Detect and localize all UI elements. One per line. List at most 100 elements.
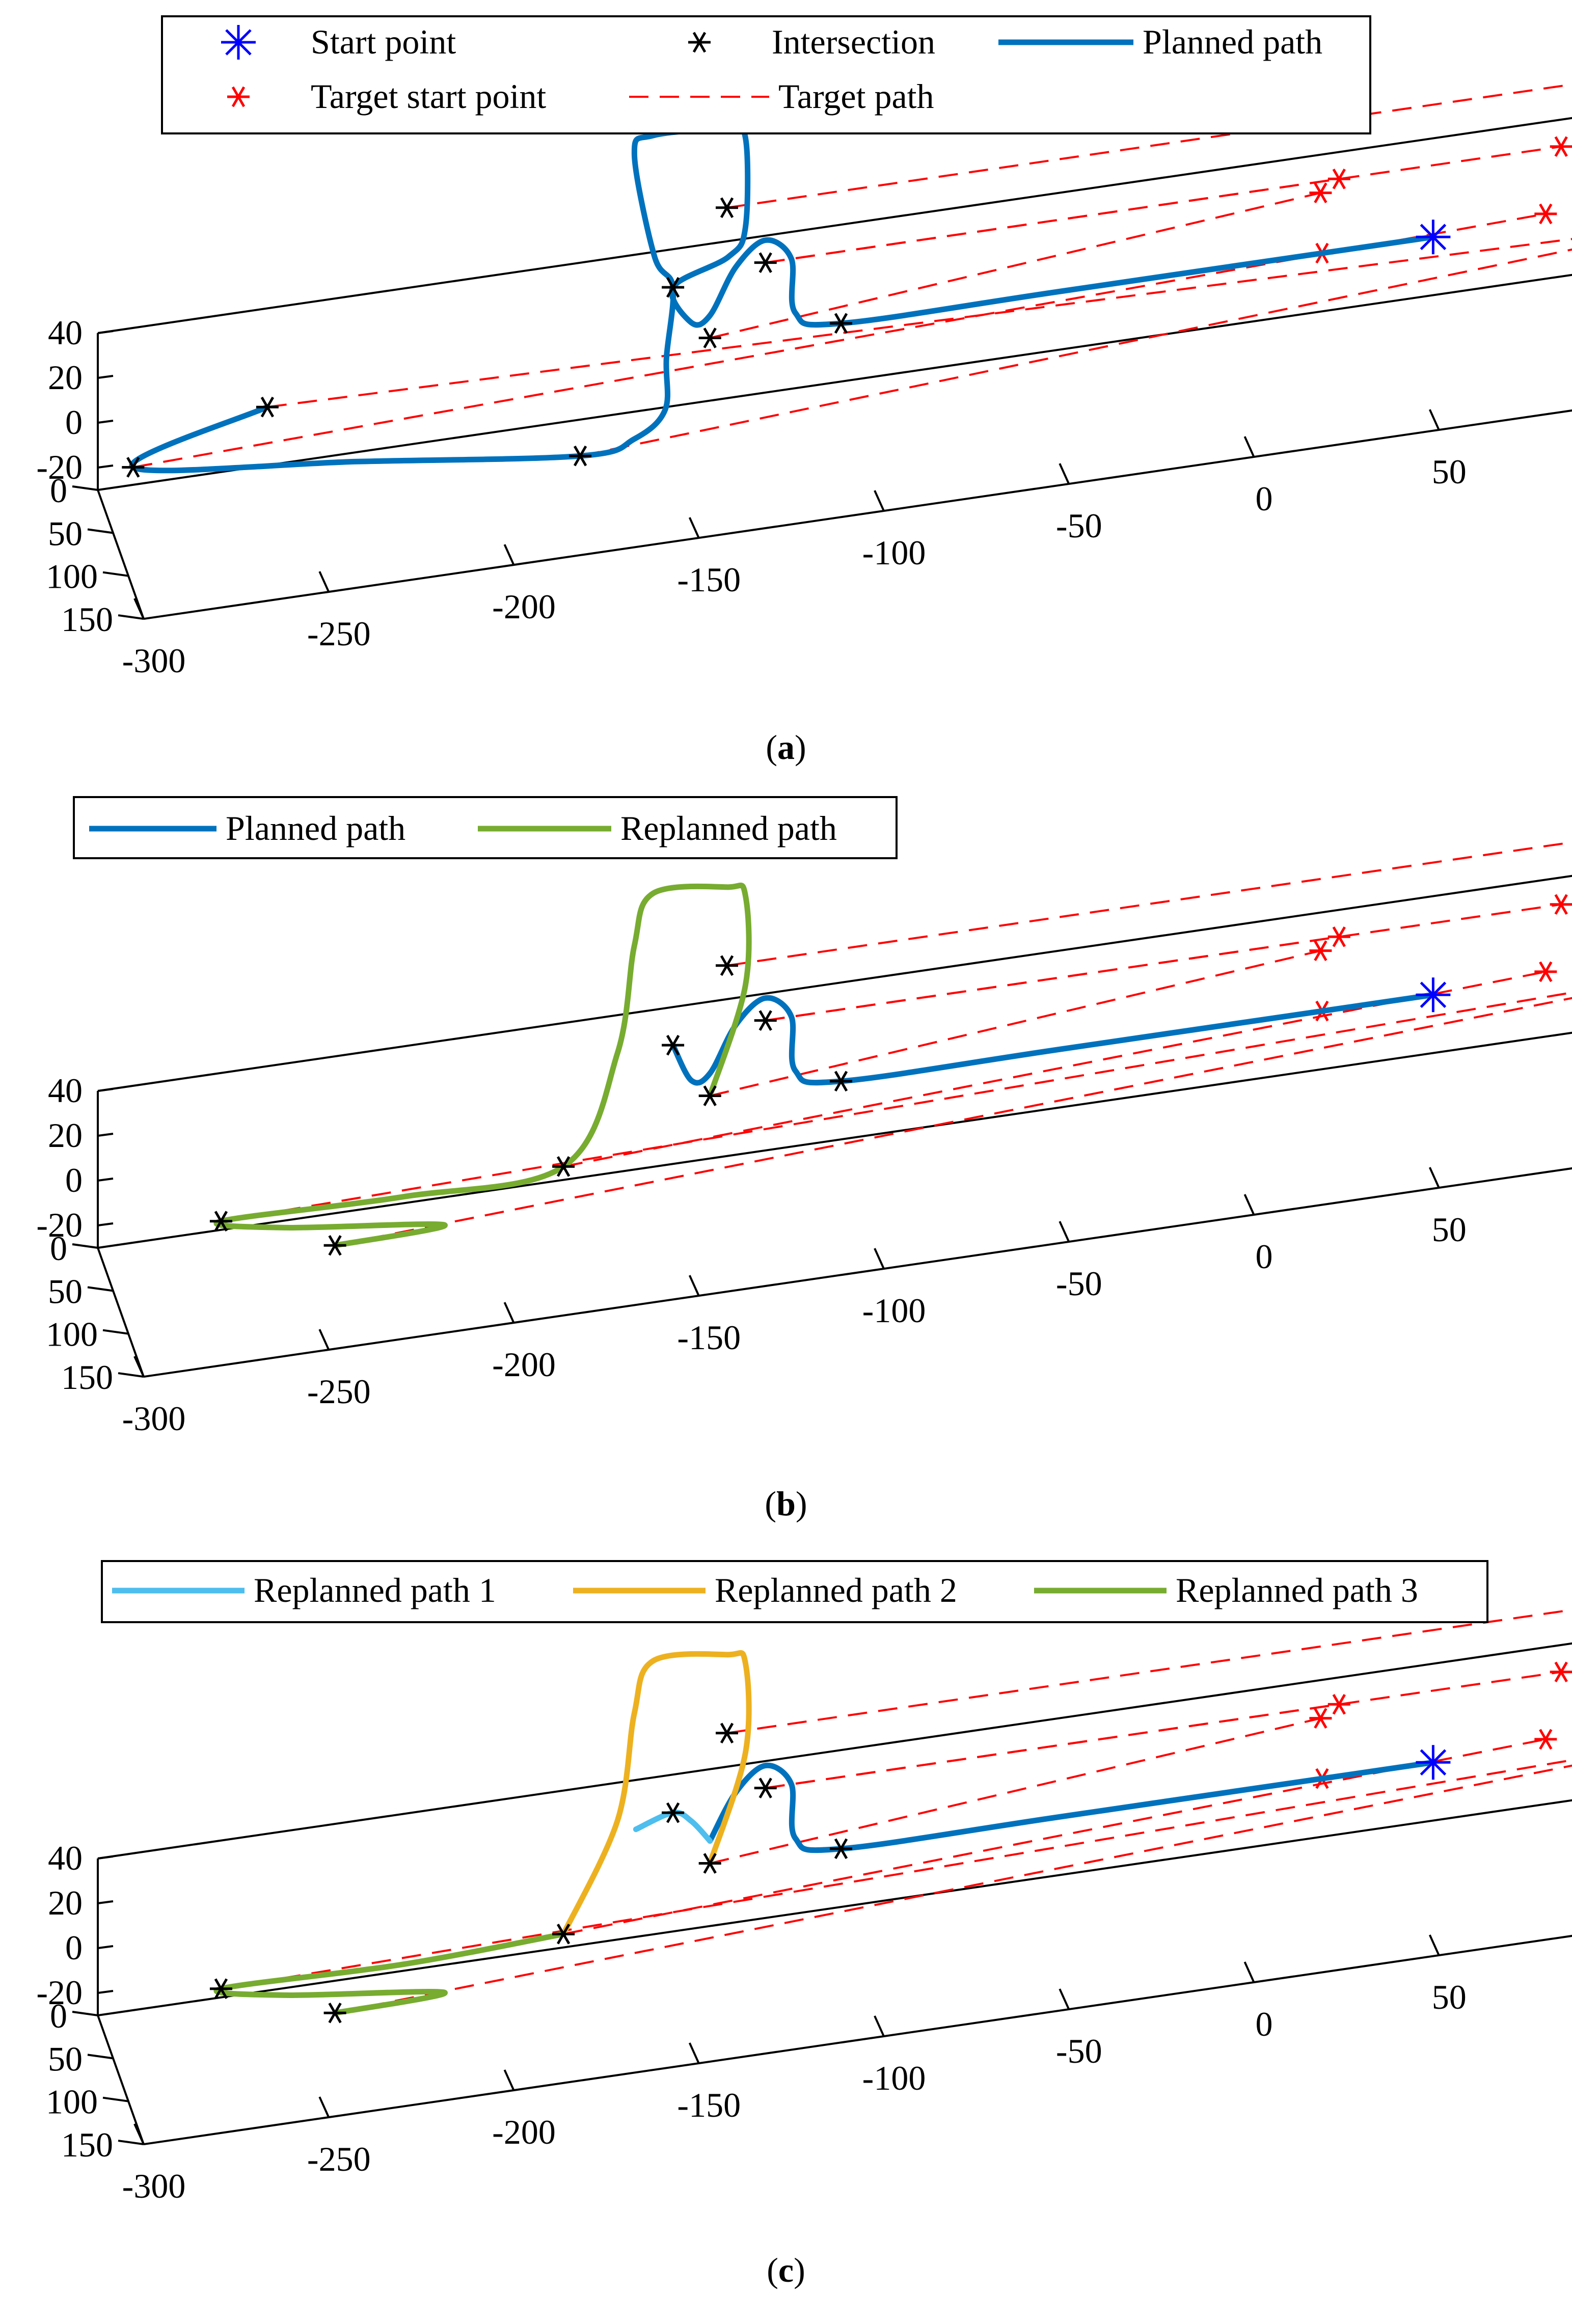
x-tick-label-6: 0 — [1256, 1237, 1273, 1276]
z-tick-label-2: 20 — [48, 358, 83, 397]
x-tick-3 — [688, 517, 700, 538]
y-tick-2 — [102, 2096, 129, 2102]
axis-edge-0 — [97, 274, 1572, 491]
intersection-point-3 — [754, 1778, 777, 1798]
y-tick-2 — [102, 571, 129, 577]
intersection-point-6 — [122, 457, 145, 478]
y-tick-1 — [87, 2054, 114, 2060]
panel-c: -300-250-200-150-100-50050100050100150-2… — [36, 1560, 1572, 2289]
intersection-point-1 — [662, 1034, 685, 1056]
panel-caption: (c) — [767, 2251, 805, 2289]
series — [213, 882, 1436, 1248]
legend-label-1: Intersection — [772, 22, 935, 61]
legend-label-0: Start point — [311, 22, 456, 61]
axis-edge-7 — [97, 489, 145, 619]
x-tick-label-5: -50 — [1056, 506, 1102, 545]
intersection-point-0 — [830, 313, 852, 334]
legend: Planned path Replanned path — [73, 796, 898, 859]
y-tick-3 — [118, 1372, 144, 1378]
intersection-point-6 — [209, 1978, 232, 1999]
series — [213, 1650, 1436, 2016]
z-tick-label-0: -20 — [36, 1206, 83, 1244]
x-tick-label-3: -150 — [677, 2086, 741, 2124]
intersection-point-3 — [754, 1010, 777, 1031]
intersection-point-7 — [256, 396, 279, 418]
legend-label-1: Replanned path — [620, 809, 837, 847]
y-tick-label-0: 0 — [50, 1997, 67, 2035]
target-start-point-2 — [1309, 1708, 1332, 1729]
y-tick-3 — [118, 614, 144, 620]
z-tick-label-1: 0 — [65, 1161, 83, 1199]
z-tick-label-1: 0 — [65, 403, 83, 442]
y-tick-0 — [72, 1243, 98, 1249]
x-tick-5 — [1059, 1221, 1070, 1242]
x-tick-4 — [874, 490, 885, 511]
z-tick-label-2: 20 — [48, 1116, 83, 1155]
target-path-7 — [335, 1764, 1572, 2014]
intersections — [122, 197, 852, 478]
z-tick-2 — [97, 375, 114, 379]
x-tick-4 — [874, 1248, 885, 1269]
x-tick-1 — [318, 1329, 330, 1350]
x-tick-7 — [1428, 409, 1440, 430]
intersection-point-3 — [754, 252, 777, 273]
intersection-point-5 — [552, 1156, 575, 1177]
x-tick-0 — [133, 1356, 145, 1377]
x-tick-1 — [318, 571, 330, 592]
target-path-7 — [267, 238, 1572, 408]
axis-edge-8 — [143, 1167, 1572, 1378]
y-tick-1 — [87, 1286, 114, 1292]
z-tick-label-3: 40 — [48, 1071, 83, 1110]
intersections — [209, 955, 852, 1256]
series-line-1 — [633, 1810, 713, 1844]
target-start-point-5 — [1534, 961, 1557, 982]
series-line-0 — [670, 992, 1436, 1086]
intersection-point-5 — [552, 1924, 575, 1945]
legend-label-0: Replanned path 1 — [254, 1571, 496, 1609]
y-tick-label-1: 50 — [48, 1272, 83, 1310]
x-tick-label-7: 50 — [1432, 452, 1467, 491]
x-tick-0 — [133, 598, 145, 619]
x-tick-label-5: -50 — [1056, 2032, 1102, 2070]
z-tick-2 — [97, 1133, 114, 1137]
x-tick-label-1: -250 — [307, 1372, 371, 1411]
x-tick-label-4: -100 — [862, 2059, 926, 2097]
axis-edge-1 — [97, 117, 1572, 334]
axis-edge-7 — [97, 2015, 145, 2145]
z-tick-0 — [97, 464, 114, 469]
intersection-point-5 — [569, 445, 592, 467]
legend-label-4: Target path — [778, 77, 934, 116]
series-line-2 — [560, 1650, 752, 1937]
target-path-7 — [335, 997, 1572, 1247]
x-tick-label-0: -300 — [122, 641, 186, 680]
legend-label-1: Replanned path 2 — [715, 1571, 957, 1609]
intersection-point-1 — [662, 277, 685, 298]
intersection-point-4 — [716, 1723, 738, 1744]
legend: Replanned path 1 Replanned path 2 Replanne… — [101, 1560, 1488, 1623]
intersection-point-6 — [209, 1211, 232, 1232]
z-tick-1 — [97, 420, 114, 424]
legend-box — [161, 15, 1371, 134]
x-tick-1 — [318, 2096, 330, 2118]
y-tick-label-0: 0 — [50, 1229, 67, 1268]
x-tick-label-4: -100 — [862, 533, 926, 572]
intersection-point-4 — [716, 197, 738, 218]
axis-edge-8 — [143, 1934, 1572, 2146]
target-start-point-3 — [1550, 894, 1572, 915]
z-tick-1 — [97, 1178, 114, 1182]
target-start-point-1 — [1327, 926, 1350, 947]
axis-edge-1 — [97, 874, 1572, 1092]
target-path-2 — [710, 949, 1321, 1097]
x-tick-label-1: -250 — [307, 614, 371, 653]
intersection-point-4 — [716, 955, 738, 976]
z-tick-3 — [97, 330, 114, 334]
intersection-point-0 — [830, 1071, 852, 1092]
y-tick-2 — [102, 1329, 129, 1335]
x-tick-0 — [133, 2123, 145, 2145]
y-tick-label-2: 100 — [46, 1315, 98, 1354]
target-paths — [221, 841, 1572, 1247]
x-tick-label-4: -100 — [862, 1291, 926, 1330]
y-tick-0 — [72, 485, 98, 491]
target-path-0 — [726, 841, 1572, 967]
